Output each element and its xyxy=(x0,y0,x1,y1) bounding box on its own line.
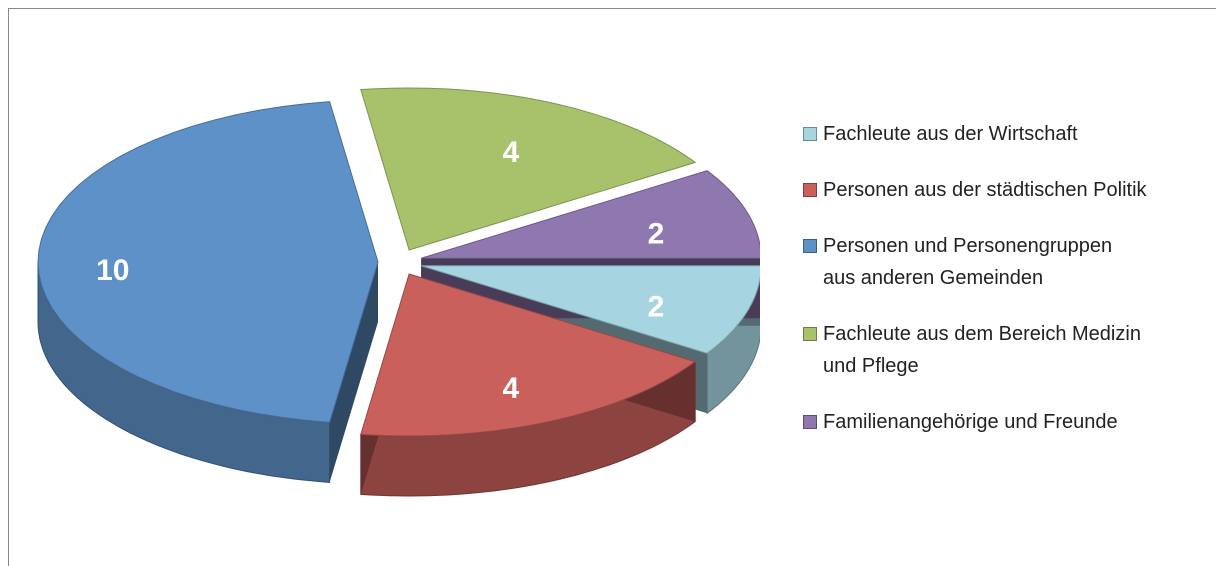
legend-label: Familienangehörige und Freunde xyxy=(823,411,1118,433)
chart-frame xyxy=(8,8,1216,566)
slice xyxy=(360,273,697,437)
legend-label: Fachleute aus dem Bereich Medizin und Pf… xyxy=(823,323,1141,377)
legend-swatch xyxy=(803,415,817,429)
data-label: 2 xyxy=(648,217,665,250)
data-label: 4 xyxy=(502,136,519,169)
data-label: 2 xyxy=(648,291,665,324)
legend: Fachleute aus der Wirtschaft Personen aus… xyxy=(803,118,1173,462)
legend-item: Personen aus der städtischen Politik xyxy=(803,174,1173,206)
slice xyxy=(360,87,697,251)
legend-label: Personen und Personengruppen aus anderen… xyxy=(823,235,1113,289)
data-label: 10 xyxy=(96,254,129,287)
legend-swatch xyxy=(803,127,817,141)
legend-item: Familienangehörige und Freunde xyxy=(803,406,1173,438)
legend-label: Personen aus der städtischen Politik xyxy=(823,179,1147,201)
legend-swatch xyxy=(803,183,817,197)
slice xyxy=(37,101,379,423)
data-label: 4 xyxy=(502,372,519,405)
slice xyxy=(420,170,760,259)
legend-swatch xyxy=(803,239,817,253)
legend-label: Fachleute aus der Wirtschaft xyxy=(823,123,1078,145)
pie-plot: 2 4 10 4 2 xyxy=(37,87,760,497)
legend-item: Personen und Personengruppen aus anderen… xyxy=(803,230,1173,294)
legend-item: Fachleute aus dem Bereich Medizin und Pf… xyxy=(803,318,1173,382)
slice xyxy=(420,265,760,354)
slice-cut xyxy=(329,262,378,483)
legend-swatch xyxy=(803,327,817,341)
legend-item: Fachleute aus der Wirtschaft xyxy=(803,118,1173,150)
